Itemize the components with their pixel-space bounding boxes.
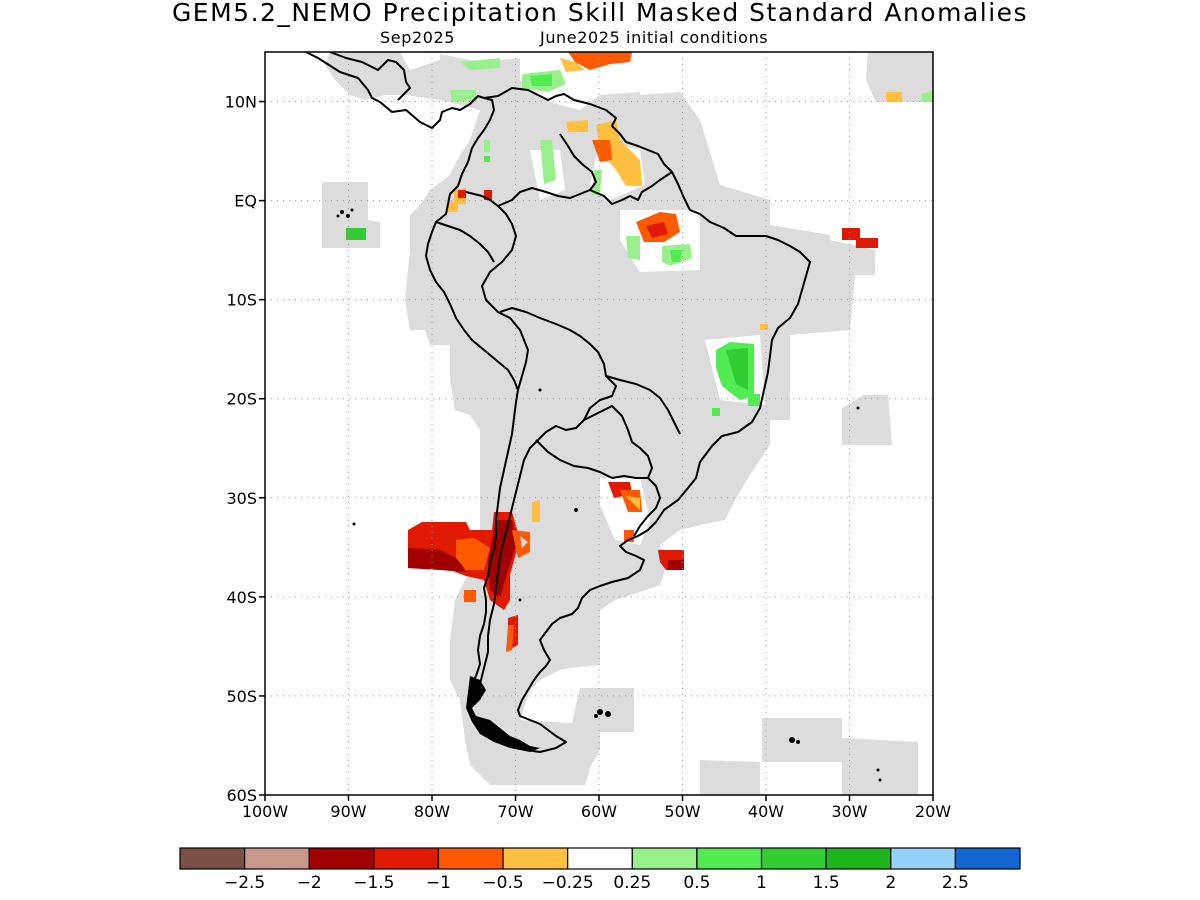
lon-tick-label: 90W — [330, 802, 366, 821]
colorbar-swatch — [760, 847, 827, 870]
lat-tick-label: 10S — [226, 291, 257, 310]
colorbar-label: −0.5 — [482, 873, 523, 893]
latitude-axis: 10N EQ 10S 20S 30S 40S 50S 60S — [225, 93, 265, 805]
lon-tick-label: 100W — [242, 802, 289, 821]
page-title: GEM5.2_NEMO Precipitation Skill Masked S… — [171, 0, 1029, 27]
colorbar-label: −1.5 — [353, 873, 394, 893]
colorbar-swatch — [890, 847, 956, 870]
colorbar-swatch — [308, 847, 375, 870]
lat-tick-label: 10N — [225, 93, 257, 112]
lon-tick-label: 40W — [748, 802, 784, 821]
islands — [336, 208, 882, 782]
lat-tick-label: 20S — [226, 390, 257, 409]
colorbar-label: −1 — [426, 873, 451, 893]
map-layers — [265, 52, 933, 795]
lon-tick-label: 60W — [581, 802, 617, 821]
colorbar-swatch — [437, 847, 504, 870]
lon-tick-label: 70W — [497, 802, 533, 821]
lat-tick-label: 40S — [226, 588, 257, 607]
colorbar-swatch — [373, 847, 440, 870]
colorbar-swatch — [954, 847, 1021, 870]
colorbar-label: −0.25 — [542, 873, 594, 893]
colorbar: −2.5 −2 −1.5 −1 −0.5 −0.25 0.25 0.5 1 1.5 2 2.5 — [179, 847, 1021, 893]
colorbar-swatch — [696, 847, 763, 870]
colorbar-label: 2.5 — [942, 873, 969, 893]
colorbar-label: 2 — [885, 873, 896, 893]
colorbar-swatch — [502, 847, 569, 870]
lon-tick-label: 80W — [414, 802, 450, 821]
colorbar-swatch — [567, 847, 633, 870]
colorbar-swatch — [631, 847, 698, 870]
forecast-month: Sep2025 — [380, 28, 456, 47]
lat-tick-label: 30S — [226, 489, 257, 508]
colorbar-label: 1.5 — [813, 873, 840, 893]
colorbar-label: 0.5 — [683, 873, 710, 893]
colorbar-label: −2.5 — [224, 873, 265, 893]
lon-tick-label: 20W — [915, 802, 951, 821]
colorbar-swatch — [179, 847, 246, 870]
lat-tick-label: EQ — [234, 192, 257, 211]
lon-tick-label: 30W — [831, 802, 867, 821]
colorbar-swatch — [244, 847, 310, 870]
lon-tick-label: 50W — [664, 802, 700, 821]
colorbar-swatch — [825, 847, 892, 870]
initial-conditions-label: June2025 initial conditions — [540, 28, 769, 47]
coastlines — [305, 52, 811, 753]
colorbar-label: 0.25 — [613, 873, 651, 893]
colorbar-label: −2 — [297, 873, 322, 893]
lat-tick-label: 60S — [226, 786, 257, 805]
lat-tick-label: 50S — [226, 687, 257, 706]
longitude-axis: 100W 90W 80W 70W 60W 50W 40W 30W 20W — [242, 795, 951, 821]
colorbar-label: 1 — [756, 873, 767, 893]
